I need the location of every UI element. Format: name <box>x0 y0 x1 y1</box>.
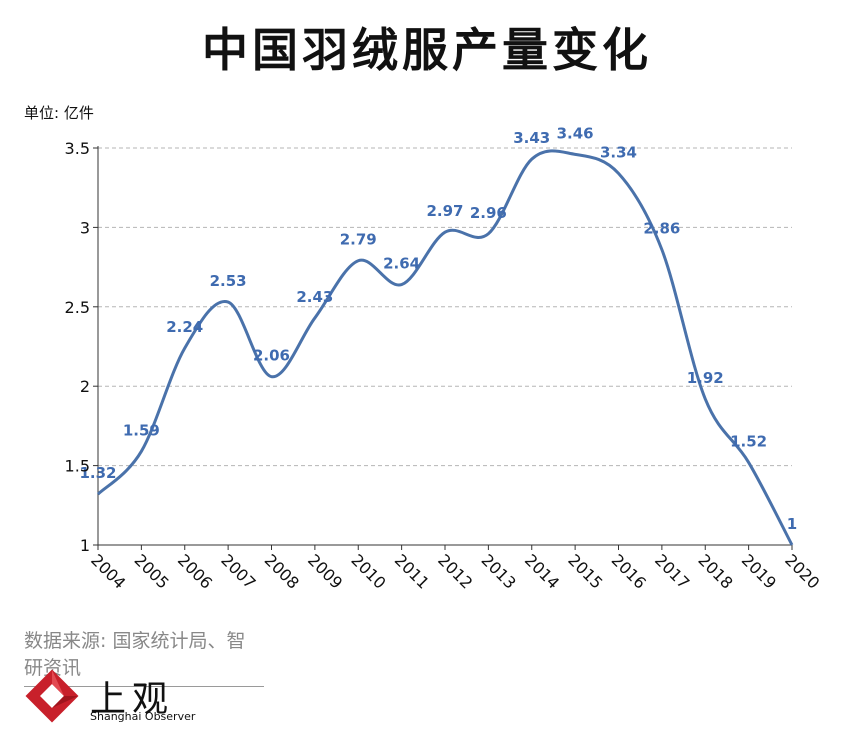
data-labels: 1.32 1.59 2.24 2.53 2.06 2.43 2.79 2.64 2.97 2.96… <box>79 124 797 533</box>
data-label: 3.43 <box>513 129 550 147</box>
data-point <box>660 248 664 252</box>
line-chart: 1.321.592.242.532.062.432.792.642.97 2.96… <box>65 124 824 592</box>
data-point <box>400 283 404 287</box>
series-line <box>96 149 794 547</box>
data-point <box>183 346 187 350</box>
y-tick-label: 2.5 <box>65 298 90 317</box>
data-point <box>270 375 274 379</box>
y-tick-label: 2 <box>80 377 90 396</box>
x-tick-label: 2014 <box>521 550 563 592</box>
y-tick-label: 3 <box>80 218 90 237</box>
grid-lines <box>98 147 792 467</box>
data-point <box>573 152 577 156</box>
data-source: 数据来源: 国家统计局、智研资讯 <box>24 626 264 687</box>
data-point <box>356 259 360 263</box>
x-tick-label: 2018 <box>694 550 736 592</box>
x-tick-label: 2019 <box>738 550 780 592</box>
brand-name-en: Shanghai Observer <box>90 710 196 723</box>
data-label: 1.52 <box>730 432 767 450</box>
y-tick-label: 1 <box>80 536 90 555</box>
data-label: 2.24 <box>166 318 203 336</box>
data-point <box>226 300 230 304</box>
data-label: 1.92 <box>687 369 724 387</box>
x-tick-label: 2004 <box>87 550 129 592</box>
x-tick-label: 2007 <box>217 550 259 592</box>
x-tick-label: 2017 <box>651 550 693 592</box>
data-label: 2.79 <box>340 231 377 249</box>
x-tick-label: 2009 <box>304 550 346 592</box>
data-label: 2.97 <box>426 202 463 220</box>
data-label: 2.96 <box>470 204 507 222</box>
brand-logo: 上观 Shanghai Observer <box>24 668 244 728</box>
data-label: 3.46 <box>557 124 594 142</box>
data-label: 1.59 <box>123 421 160 439</box>
brand-mark-icon <box>25 669 79 723</box>
data-label: 1 <box>787 515 797 533</box>
data-point <box>703 397 707 401</box>
data-label: 1.32 <box>79 464 116 482</box>
data-point <box>790 543 794 547</box>
data-point <box>313 316 317 320</box>
y-tick-label: 3.5 <box>65 139 90 158</box>
x-tick-label: 2008 <box>261 550 303 592</box>
data-label: 2.43 <box>296 288 333 306</box>
data-label: 2.64 <box>383 255 420 273</box>
data-point <box>139 449 143 453</box>
x-tick-label: 2011 <box>391 550 433 592</box>
data-point <box>617 171 621 175</box>
x-tick-label: 2015 <box>564 550 606 592</box>
data-point <box>443 230 447 234</box>
data-label: 2.06 <box>253 347 290 365</box>
x-tick-label: 2005 <box>131 550 173 592</box>
data-label: 2.86 <box>643 220 680 238</box>
x-tick-label: 2016 <box>608 550 650 592</box>
unit-label: 单位: 亿件 <box>24 104 94 122</box>
data-label: 2.53 <box>210 272 247 290</box>
x-tick-label: 2012 <box>434 550 476 592</box>
x-tick-label: 2013 <box>478 550 520 592</box>
x-tick-label: 2006 <box>174 550 216 592</box>
x-tick-label: 2020 <box>781 550 823 592</box>
data-point <box>747 460 751 464</box>
brand-name-cn: 上观 <box>90 679 175 720</box>
data-label: 3.34 <box>600 143 637 161</box>
data-point <box>530 157 534 161</box>
data-point <box>486 232 490 236</box>
chart-title: 中国羽绒服产量变化 <box>202 23 652 77</box>
x-tick-label: 2010 <box>347 550 389 592</box>
series-path <box>96 149 794 546</box>
axes <box>93 146 793 550</box>
y-tick-label: 1.5 <box>65 457 90 476</box>
data-point <box>96 492 100 496</box>
